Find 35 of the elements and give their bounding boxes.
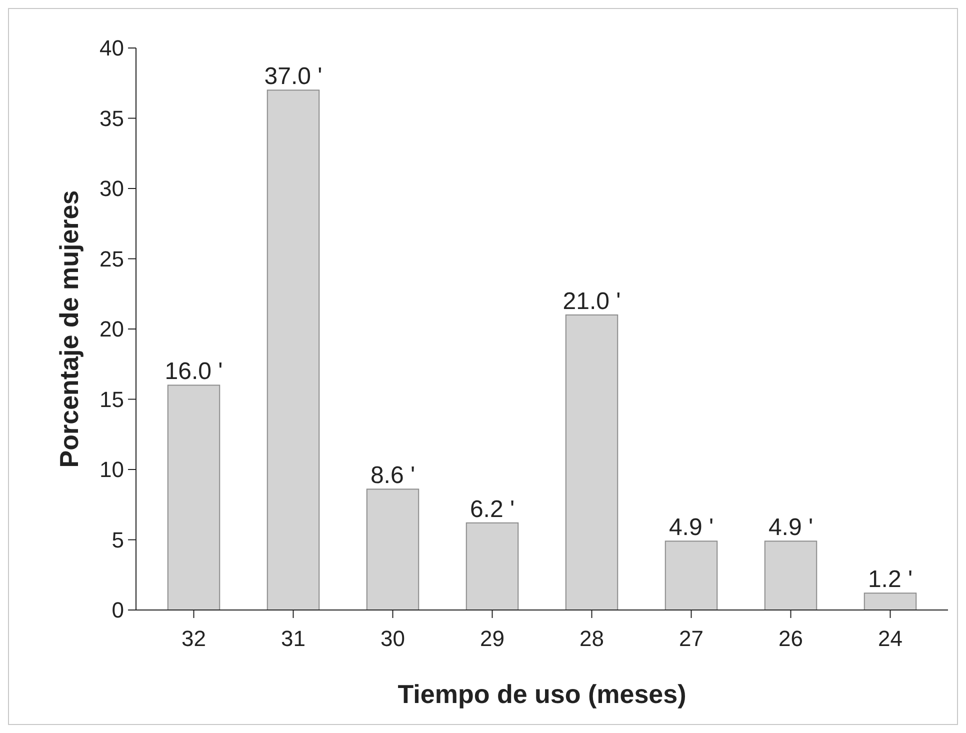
data-label: 1.2 ' — [868, 566, 913, 594]
data-label: 4.9 ' — [668, 514, 714, 542]
y-tick-label: 15 — [100, 386, 124, 412]
data-label: 21.0 ' — [562, 288, 621, 315]
y-tick-label: 25 — [100, 246, 124, 272]
x-tick-label: 28 — [580, 626, 604, 651]
bar — [864, 592, 917, 610]
y-tick-label: 35 — [100, 106, 124, 131]
y-tick-label: 0 — [112, 598, 124, 623]
x-tick-label: 26 — [778, 626, 803, 651]
bar — [565, 314, 618, 610]
x-tick-label: 29 — [480, 626, 504, 651]
data-label: 16.0 ' — [164, 358, 223, 386]
bar — [764, 540, 818, 610]
x-tick-label: 30 — [380, 626, 405, 651]
y-tick-label: 30 — [100, 176, 124, 202]
data-label: 4.9 ' — [768, 514, 814, 542]
bar — [167, 384, 220, 610]
x-axis-title: Tiempo de uso (meses) — [398, 679, 686, 709]
data-label: 6.2 ' — [470, 496, 515, 523]
bar — [366, 488, 420, 610]
x-tick-label: 32 — [182, 626, 206, 651]
data-label: 37.0 ' — [264, 63, 322, 90]
bar — [266, 90, 320, 610]
y-tick-label: 40 — [100, 36, 124, 61]
y-tick-label: 10 — [100, 457, 124, 482]
y-tick-label: 5 — [112, 527, 124, 552]
x-tick-label: 31 — [281, 626, 306, 651]
y-tick-label: 20 — [100, 316, 124, 342]
x-tick-label: 24 — [878, 626, 902, 651]
bar — [466, 522, 519, 610]
y-axis-title: Porcentaje de mujeres — [54, 190, 84, 468]
data-label: 8.6 ' — [370, 462, 416, 490]
bar — [664, 540, 718, 610]
x-tick-label: 27 — [679, 626, 704, 651]
